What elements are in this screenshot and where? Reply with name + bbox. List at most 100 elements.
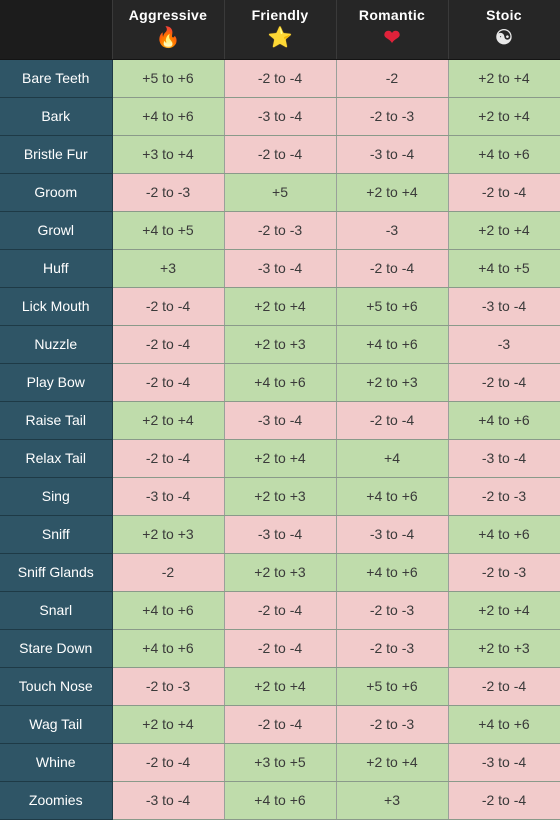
table-header: Aggressive 🔥 Friendly ⭐ Romantic ❤ Stoic… — [0, 0, 560, 60]
table-row: Huff +3 -3 to -4 -2 to -4 +4 to +5 — [0, 249, 560, 288]
table-row: Bristle Fur +3 to +4 -2 to -4 -3 to -4 +4 to… — [0, 135, 560, 174]
value-cell: +2 to +3 — [448, 629, 560, 668]
value-cell: +2 to +4 — [224, 439, 337, 478]
row-label: Growl — [0, 211, 113, 250]
value-cell: +4 — [336, 439, 449, 478]
row-label: Zoomies — [0, 781, 113, 820]
table-row: Wag Tail +2 to +4 -2 to -4 -2 to -3 +4 to +6 — [0, 705, 560, 744]
value-cell: -2 to -3 — [112, 173, 225, 212]
value-cell: +3 — [336, 781, 449, 820]
table-body: Bare Teeth +5 to +6 -2 to -4 -2 +2 to +4 Bark… — [0, 59, 560, 820]
value-cell: +3 to +5 — [224, 743, 337, 782]
table-row: Sniff +2 to +3 -3 to -4 -3 to -4 +4 to +6 — [0, 515, 560, 554]
value-cell: -2 to -4 — [448, 667, 560, 706]
column-header-stoic: Stoic ☯ — [448, 0, 560, 60]
row-label: Bark — [0, 97, 113, 136]
value-cell: +4 to +6 — [224, 781, 337, 820]
value-cell: -2 to -4 — [224, 591, 337, 630]
heart-icon: ❤ — [383, 27, 401, 49]
row-label: Touch Nose — [0, 667, 113, 706]
value-cell: -2 to -4 — [448, 363, 560, 402]
value-cell: -2 — [336, 59, 449, 98]
value-cell: -3 to -4 — [448, 439, 560, 478]
column-header-label: Romantic — [358, 7, 426, 23]
value-cell: -2 to -3 — [448, 553, 560, 592]
value-cell: -3 to -4 — [112, 781, 225, 820]
value-cell: +2 to +3 — [224, 477, 337, 516]
value-cell: -2 to -4 — [336, 249, 449, 288]
row-label: Lick Mouth — [0, 287, 113, 326]
value-cell: +4 to +6 — [224, 363, 337, 402]
value-cell: +4 to +5 — [448, 249, 560, 288]
value-cell: +4 to +6 — [448, 401, 560, 440]
value-cell: +5 to +6 — [336, 287, 449, 326]
table-row: Sing -3 to -4 +2 to +3 +4 to +6 -2 to -3 — [0, 477, 560, 516]
value-cell: +2 to +4 — [336, 743, 449, 782]
row-label: Sniff — [0, 515, 113, 554]
value-cell: +2 to +3 — [336, 363, 449, 402]
value-cell: -2 to -4 — [448, 781, 560, 820]
value-cell: +5 — [224, 173, 337, 212]
table-row: Relax Tail -2 to -4 +2 to +4 +4 -3 to -4 — [0, 439, 560, 478]
column-header-label: Friendly — [251, 7, 309, 23]
value-cell: -3 to -4 — [224, 249, 337, 288]
value-cell: +2 to +4 — [112, 401, 225, 440]
value-cell: -2 to -3 — [336, 705, 449, 744]
value-cell: +4 to +6 — [112, 591, 225, 630]
value-cell: -2 to -4 — [224, 135, 337, 174]
row-label: Wag Tail — [0, 705, 113, 744]
column-header-label: Stoic — [486, 7, 522, 23]
value-cell: -2 to -3 — [336, 591, 449, 630]
value-cell: -3 to -4 — [448, 287, 560, 326]
value-cell: -2 to -3 — [336, 97, 449, 136]
value-cell: +4 to +6 — [112, 97, 225, 136]
row-label: Sing — [0, 477, 113, 516]
value-cell: +4 to +6 — [336, 325, 449, 364]
value-cell: -2 to -4 — [112, 439, 225, 478]
value-cell: -3 — [448, 325, 560, 364]
row-label: Snarl — [0, 591, 113, 630]
value-cell: -2 to -4 — [224, 59, 337, 98]
row-label: Relax Tail — [0, 439, 113, 478]
star-icon: ⭐ — [267, 27, 293, 49]
fire-icon: 🔥 — [155, 27, 181, 49]
table-row: Raise Tail +2 to +4 -3 to -4 -2 to -4 +4 to … — [0, 401, 560, 440]
header-row: Aggressive 🔥 Friendly ⭐ Romantic ❤ Stoic… — [0, 0, 560, 60]
value-cell: -3 to -4 — [224, 401, 337, 440]
value-cell: +4 to +6 — [336, 553, 449, 592]
value-cell: +2 to +4 — [224, 287, 337, 326]
value-cell: +2 to +4 — [448, 591, 560, 630]
value-cell: +3 to +4 — [112, 135, 225, 174]
value-cell: -3 to -4 — [224, 515, 337, 554]
table-row: Snarl +4 to +6 -2 to -4 -2 to -3 +2 to +4 — [0, 591, 560, 630]
row-label: Play Bow — [0, 363, 113, 402]
value-cell: -2 to -4 — [112, 287, 225, 326]
value-cell: -2 to -3 — [224, 211, 337, 250]
value-cell: +4 to +6 — [448, 135, 560, 174]
value-cell: +4 to +6 — [336, 477, 449, 516]
value-cell: +2 to +3 — [224, 325, 337, 364]
table-row: Growl +4 to +5 -2 to -3 -3 +2 to +4 — [0, 211, 560, 250]
value-cell: -2 to -4 — [224, 705, 337, 744]
row-label: Sniff Glands — [0, 553, 113, 592]
value-cell: +2 to +4 — [448, 97, 560, 136]
table-row: Lick Mouth -2 to -4 +2 to +4 +5 to +6 -3 to … — [0, 287, 560, 326]
value-cell: -2 to -4 — [224, 629, 337, 668]
value-cell: +2 to +3 — [112, 515, 225, 554]
column-header-label: Aggressive — [128, 7, 208, 23]
value-cell: -3 to -4 — [336, 515, 449, 554]
value-cell: -2 — [112, 553, 225, 592]
row-label: Bristle Fur — [0, 135, 113, 174]
value-cell: -2 to -4 — [448, 173, 560, 212]
row-label: Raise Tail — [0, 401, 113, 440]
value-cell: -2 to -4 — [112, 743, 225, 782]
value-cell: +2 to +4 — [336, 173, 449, 212]
row-label: Whine — [0, 743, 113, 782]
table-row: Zoomies -3 to -4 +4 to +6 +3 -2 to -4 — [0, 781, 560, 820]
table-row: Stare Down +4 to +6 -2 to -4 -2 to -3 +2 to … — [0, 629, 560, 668]
table-row: Nuzzle -2 to -4 +2 to +3 +4 to +6 -3 — [0, 325, 560, 364]
value-cell: -2 to -4 — [112, 363, 225, 402]
column-header-friendly: Friendly ⭐ — [224, 0, 337, 60]
value-cell: -2 to -3 — [336, 629, 449, 668]
